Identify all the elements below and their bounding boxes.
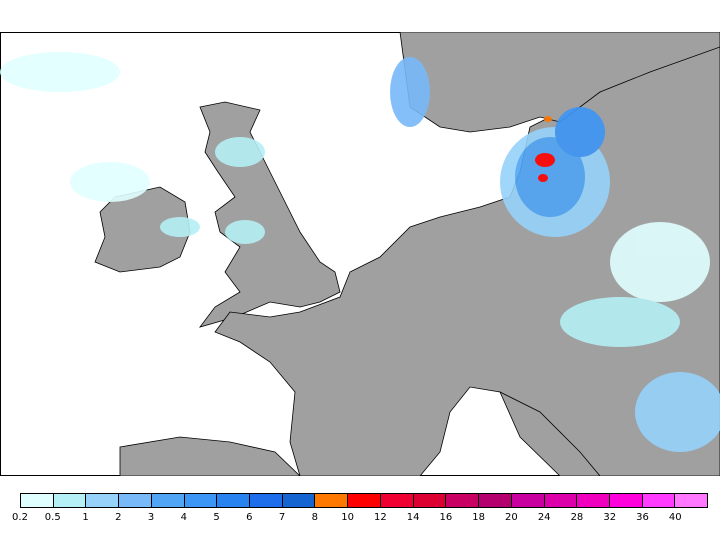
italy: [499, 391, 601, 476]
legend-swatch: [675, 494, 708, 507]
legend-label: 8: [311, 512, 319, 523]
legend-label: 3: [147, 512, 155, 523]
ireland: [94, 186, 191, 273]
legend-swatch: [282, 494, 316, 507]
legend-swatch: [380, 494, 414, 507]
legend-swatch: [217, 494, 251, 507]
iberia: [119, 436, 301, 476]
legend-swatch: [642, 494, 676, 507]
precip-areas: [0, 52, 720, 452]
legend-label: 14: [406, 512, 420, 523]
legend-labels: 0.2 0.5 1 2 3 4 5 6 7 8 10 12 14 16 18 20 24 28 32 36 40: [12, 512, 708, 526]
legend-swatch: [315, 494, 349, 507]
legend-label: 36: [636, 512, 649, 523]
legend-label: 4: [180, 512, 187, 523]
legend-swatch: [544, 494, 578, 507]
legend-label: 12: [374, 512, 387, 523]
legend-swatch: [348, 494, 381, 507]
legend-swatch: [250, 494, 283, 507]
legend-label: 40: [668, 512, 682, 523]
legend-label: 18: [472, 512, 486, 523]
legend-label: 1: [82, 512, 89, 523]
legend-label: 16: [439, 512, 453, 523]
legend-swatch: [53, 494, 87, 507]
legend-label: 0.2: [12, 512, 28, 523]
legend-swatch: [479, 494, 512, 507]
precipitation-map: [0, 32, 720, 476]
legend-label: 32: [603, 512, 617, 523]
legend-swatch: [511, 494, 545, 507]
legend-label: 28: [570, 512, 584, 523]
legend-label: 6: [246, 512, 253, 523]
color-legend: [20, 493, 708, 508]
legend-label: 24: [537, 512, 551, 523]
legend-swatch: [446, 494, 480, 507]
legend-swatch: [413, 494, 447, 507]
legend-swatch: [86, 494, 120, 507]
legend-label: 5: [213, 512, 220, 523]
legend-label: 0.5: [44, 512, 61, 523]
legend-swatch: [184, 494, 218, 507]
legend-label: 20: [505, 512, 518, 523]
legend-swatch: [151, 494, 185, 507]
legend-swatch: [577, 494, 610, 507]
legend-swatch: [609, 494, 643, 507]
legend-swatch: [119, 494, 152, 507]
legend-swatch: [21, 494, 54, 507]
legend-label: 2: [115, 512, 122, 523]
legend-label: 7: [278, 512, 286, 523]
legend-label: 10: [341, 512, 354, 523]
